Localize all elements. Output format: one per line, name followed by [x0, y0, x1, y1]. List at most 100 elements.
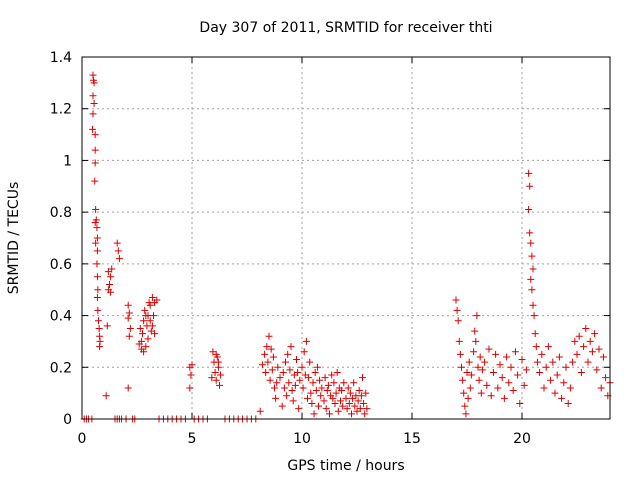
data-point [348, 410, 355, 418]
data-point [527, 239, 535, 247]
data-point [470, 348, 478, 356]
data-point [265, 332, 273, 340]
data-point [542, 363, 550, 371]
data-point [91, 146, 99, 154]
data-point [494, 384, 502, 392]
data-point [577, 368, 585, 376]
data-point [269, 353, 277, 361]
data-point [602, 374, 610, 382]
data-point [188, 361, 196, 369]
data-point [360, 399, 368, 407]
data-point [483, 381, 491, 389]
data-point [309, 379, 317, 387]
data-point [532, 343, 540, 351]
data-point [216, 381, 223, 389]
data-point [324, 381, 332, 389]
data-point [331, 399, 339, 407]
data-point [104, 268, 112, 276]
plot-frame [81, 56, 611, 420]
y-tick-label: 1.2 [50, 102, 72, 118]
chart-title: Day 307 of 2011, SRMTID for receiver tht… [199, 20, 492, 36]
data-point [564, 399, 572, 407]
data-point [124, 384, 132, 392]
data-point [315, 402, 322, 410]
data-point [453, 306, 461, 314]
data-point [142, 343, 150, 351]
data-point [136, 325, 144, 332]
data-point [489, 368, 497, 376]
data-point [361, 410, 369, 418]
x-axis-label: GPS time / hours [287, 458, 404, 474]
data-point [356, 405, 364, 413]
data-point [124, 314, 132, 322]
data-point [291, 381, 299, 389]
data-point [525, 206, 533, 214]
data-point [332, 389, 340, 397]
data-point [91, 218, 99, 226]
data-point [359, 374, 366, 382]
data-point [467, 371, 475, 379]
data-point [569, 358, 577, 366]
data-point [124, 301, 132, 309]
y-axis-label: SRMTID / TECUs [6, 182, 22, 295]
data-point [507, 363, 515, 371]
data-point [472, 337, 480, 345]
data-point [285, 379, 293, 387]
data-point [351, 402, 359, 410]
data-point [187, 371, 195, 379]
data-point [289, 397, 297, 405]
data-point [266, 376, 274, 384]
data-point [528, 252, 536, 260]
data-point [363, 405, 371, 413]
data-point [549, 358, 557, 366]
x-tick-label: 10 [293, 431, 311, 447]
data-point [91, 159, 99, 167]
data-point [525, 169, 533, 177]
data-point [597, 384, 605, 392]
data-point [267, 345, 275, 353]
data-point [536, 368, 544, 376]
data-point [357, 392, 365, 400]
data-point [279, 368, 287, 376]
data-point [547, 376, 555, 384]
data-point [530, 312, 538, 320]
data-point [263, 343, 271, 351]
data-point [286, 366, 294, 374]
data-point [295, 405, 303, 413]
data-point [89, 110, 97, 118]
data-point [500, 394, 508, 402]
data-point [463, 368, 471, 376]
data-point [262, 368, 270, 376]
data-point [272, 394, 280, 402]
x-tick-label: 15 [403, 431, 421, 447]
data-point [268, 366, 276, 374]
data-point [217, 371, 225, 379]
data-point [509, 387, 517, 395]
data-point [91, 131, 99, 139]
data-point [137, 337, 145, 345]
data-point [317, 392, 325, 400]
data-point [498, 374, 506, 382]
data-point [462, 410, 470, 418]
data-point [294, 368, 302, 376]
data-point [582, 325, 590, 332]
data-points [80, 71, 614, 423]
data-point [471, 327, 479, 335]
data-point [107, 273, 115, 281]
data-point [93, 224, 101, 232]
data-point [591, 330, 599, 338]
data-point [94, 286, 102, 294]
data-point [346, 389, 354, 397]
x-tick-label: 0 [78, 431, 87, 447]
data-point [526, 229, 534, 237]
data-point [344, 384, 352, 392]
data-point [258, 361, 266, 369]
data-point [140, 348, 148, 356]
data-point [326, 410, 333, 418]
data-point [153, 296, 161, 304]
data-point [90, 79, 98, 87]
data-point [93, 234, 101, 242]
data-point [91, 177, 99, 185]
data-point [115, 255, 123, 263]
